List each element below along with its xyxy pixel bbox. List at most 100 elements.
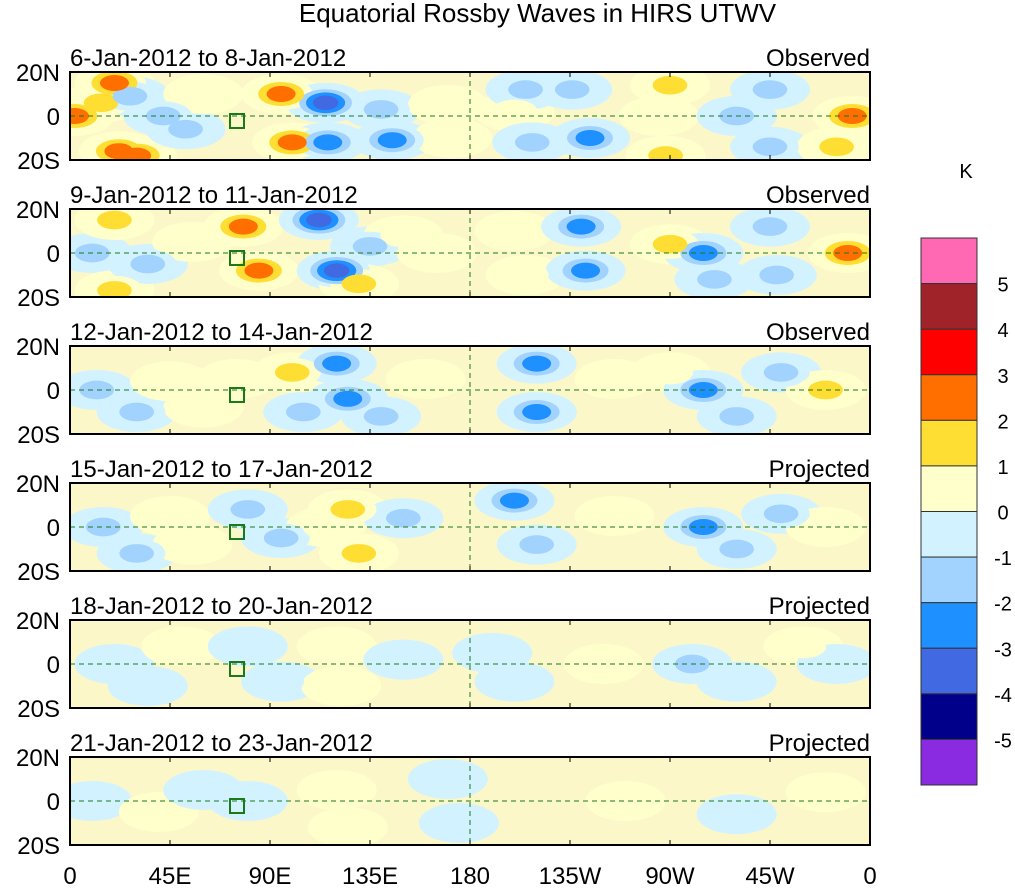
y-tick-label: 20N [16,745,60,772]
contour-blob [514,133,550,152]
y-tick-label: 20N [16,471,60,498]
panel-status: Observed [766,182,870,209]
y-tick-label: 0 [47,789,60,816]
y-tick-label: 0 [47,378,60,405]
contour-blob [169,230,216,254]
contour-blob [224,634,271,659]
contour-blob [648,146,683,160]
contour-blob [266,86,296,102]
contour-blob [352,237,388,256]
panel-4: 20N 0 20S 15-Jan-2012 to 17-Jan-2012 Project… [16,456,871,586]
colorbar-bin [920,738,978,786]
y-tick-label: 20N [16,60,60,87]
y-tick-label: 20N [16,334,60,361]
y-tick-label: 20N [16,197,60,224]
contour-blob [363,100,399,119]
contour-blob [147,504,193,528]
panel-2: 20N 0 20S 9-Jan-2012 to 11-Jan-2012 Observed [16,182,871,312]
colorbar-bin [920,602,978,649]
contour-blob [180,778,227,802]
contour-blob [363,407,399,426]
panel-date-range: 21-Jan-2012 to 23-Jan-2012 [70,730,373,757]
contour-blob [213,367,260,391]
contour-blob [508,80,543,99]
y-tick-label: 20S [17,148,60,175]
colorbar-label: -2 [994,594,1012,616]
colorbar-bin [920,283,978,330]
contour-blob [713,669,760,694]
region-box [229,113,245,129]
colorbar-label: -4 [994,685,1012,707]
contour-blob [652,75,688,95]
contour-blob [324,815,371,840]
x-tick-label: 45E [149,863,192,890]
colorbar-bin [920,693,978,740]
contour-blob [780,634,827,659]
contour-blob [763,504,799,524]
contour-blob [697,270,732,289]
contour-blob [341,274,377,294]
panel-status: Observed [766,319,870,346]
contour-blob [99,75,129,91]
panel-status: Observed [766,45,870,72]
contour-blob [306,212,332,228]
contour-blob [652,234,688,254]
x-tick-label: 0 [63,863,76,890]
contour-blob [424,767,471,791]
contour-blob [263,528,299,548]
x-tick-label: 135W [539,863,602,890]
colorbar-bin [920,647,978,695]
contour-blob [802,515,849,539]
contour-blob [386,508,421,528]
contour-blob [380,223,427,248]
contour-blob [591,504,638,528]
contour-blob [228,218,258,235]
contour-blob [97,210,132,230]
region-box [229,250,245,266]
panel-5: 20N 0 20S 18-Jan-2012 to 20-Jan-2012 Project… [16,593,871,723]
contour-blob [819,137,855,157]
colorbar-bin [920,556,978,604]
colorbar-label: -1 [994,548,1012,570]
contour-blob [341,544,377,563]
contour-blob [522,355,552,372]
panel-date-range: 18-Jan-2012 to 20-Jan-2012 [70,593,373,620]
colorbar-label: 4 [997,320,1008,342]
panel-1: 20N 0 20S 6-Jan-2012 to 8-Jan-2012 Observed [16,45,871,175]
panel-status: Projected [769,456,870,483]
contour-blob [330,500,366,519]
x-tick-label: 0 [863,863,876,890]
contour-blob [277,134,307,151]
contour-blob [333,390,363,407]
contour-blob [318,674,365,698]
contour-blob [313,634,360,659]
contour-blob [377,132,407,149]
region-box [229,387,245,403]
contour-blob [313,134,343,151]
colorbar-bin [920,465,978,512]
contour-blob [802,780,849,805]
panel-6: 20N 0 20S 21-Jan-2012 to 23-Jan-2012 Project… [16,730,871,860]
contour-blob [258,669,305,694]
contour-blob [566,218,596,235]
contour-blob [158,634,205,659]
contour-blob [571,262,601,279]
contour-blob [224,789,271,813]
y-tick-label: 20S [17,285,60,312]
contour-blob [719,539,755,559]
contour-blob [837,108,867,124]
contour-blob [413,241,460,265]
contour-blob [147,369,193,394]
contour-blob [759,265,795,285]
contour-blob [763,363,799,382]
contour-blob [491,99,538,124]
contour-blob [429,126,476,150]
contour-blob [752,137,788,157]
contour-blob [752,80,788,99]
contour-blob [808,380,843,400]
contour-blob [122,147,152,160]
colorbar-label: 5 [997,275,1008,297]
contour-blob [79,380,114,400]
contour-blob [86,517,121,537]
contour-blob [97,281,132,297]
